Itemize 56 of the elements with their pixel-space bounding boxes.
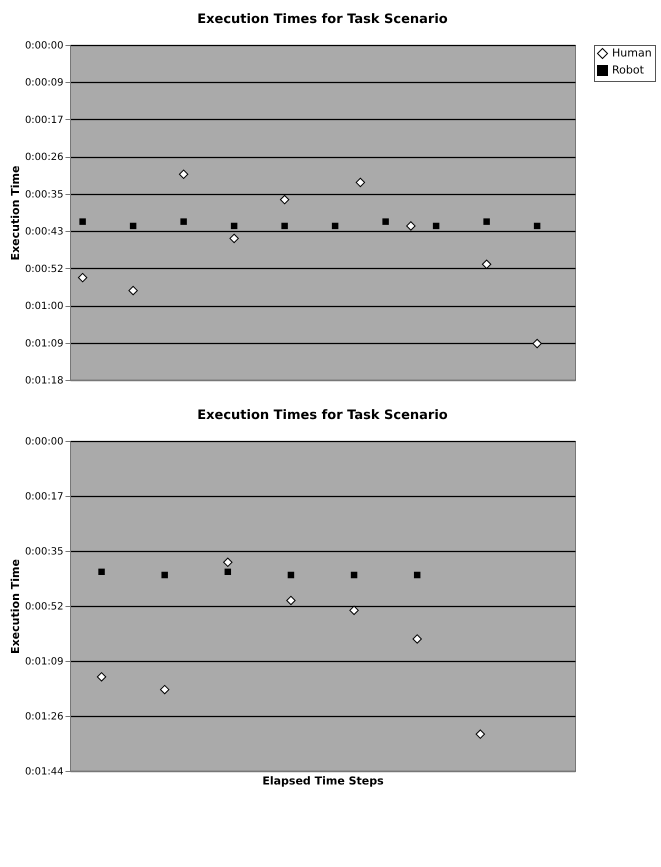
y-tick-label: 0:01:00 xyxy=(24,301,64,312)
point xyxy=(161,572,168,578)
point xyxy=(288,572,294,578)
y-tick-label: 0:01:09 xyxy=(24,338,64,350)
point xyxy=(476,729,485,739)
y-tick-label: 0:00:17 xyxy=(24,492,64,502)
point xyxy=(224,568,232,576)
legend-label: Robot xyxy=(612,64,645,76)
point xyxy=(432,222,440,230)
point xyxy=(412,634,422,644)
point xyxy=(350,572,358,578)
y-tick-label: 0:00:00 xyxy=(24,40,64,52)
y-axis-title: Execution Time xyxy=(8,166,22,260)
point xyxy=(414,572,420,578)
point xyxy=(280,194,290,204)
y-tick-label: 0:01:18 xyxy=(24,376,64,386)
point xyxy=(281,222,288,230)
chart-title: Execution Times for Task Scenario xyxy=(197,12,448,27)
point xyxy=(230,222,238,230)
y-axis-title: Execution Time xyxy=(8,559,22,654)
y-tick-label: 0:00:52 xyxy=(24,264,64,275)
point xyxy=(229,234,239,244)
y-tick-label: 0:01:09 xyxy=(24,656,64,668)
y-tick-label: 0:00:26 xyxy=(24,152,64,164)
point xyxy=(223,558,232,567)
point xyxy=(178,170,188,179)
point xyxy=(286,596,296,606)
point xyxy=(482,260,492,269)
y-tick-label: 0:00:35 xyxy=(24,546,64,558)
y-tick-label: 0:00:09 xyxy=(24,78,64,89)
y-tick-label: 0:00:00 xyxy=(24,436,64,448)
point xyxy=(406,221,416,231)
point xyxy=(382,218,389,225)
point xyxy=(96,672,106,682)
y-tick-label: 0:00:17 xyxy=(24,114,64,126)
chart-title: Execution Times for Task Scenario xyxy=(197,408,448,423)
point xyxy=(130,222,136,230)
point xyxy=(128,286,138,296)
point xyxy=(532,338,542,348)
point xyxy=(534,222,540,230)
point xyxy=(332,222,338,230)
y-tick-label: 0:01:26 xyxy=(24,712,64,722)
legend-label: Human xyxy=(612,46,652,60)
y-tick-label: 0:00:52 xyxy=(24,602,64,612)
point xyxy=(349,606,359,616)
point xyxy=(356,178,366,188)
point xyxy=(78,272,88,282)
point xyxy=(79,218,86,225)
point xyxy=(98,568,105,576)
y-tick-label: 0:00:35 xyxy=(24,189,64,200)
point xyxy=(160,684,170,694)
y-tick-label: 0:00:43 xyxy=(24,226,64,238)
point xyxy=(180,218,187,225)
y-tick-label: 0:01:44 xyxy=(24,766,64,778)
point xyxy=(483,218,490,225)
x-axis-title: Elapsed Time Steps xyxy=(262,774,384,788)
